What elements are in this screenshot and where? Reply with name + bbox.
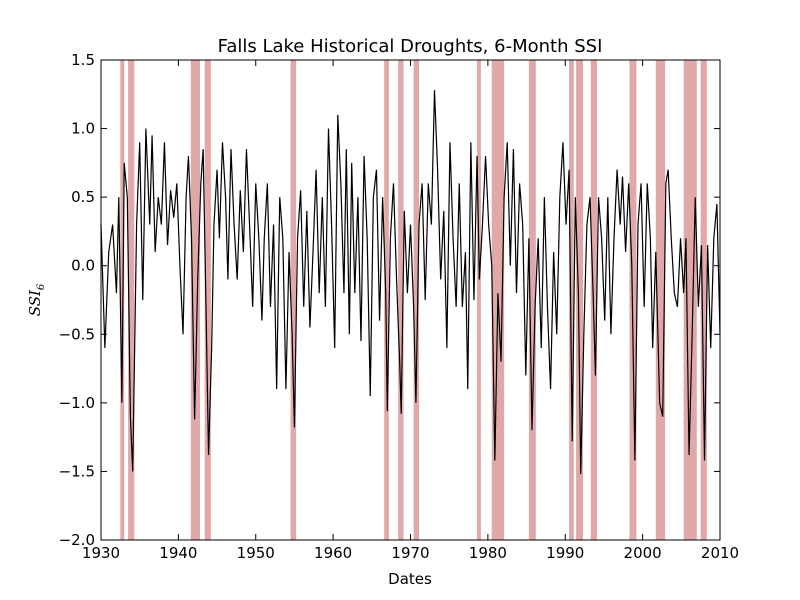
x-tick-label: 1950 (237, 544, 275, 562)
y-axis-label-sub: 6 (36, 283, 47, 290)
drought-span (683, 60, 697, 540)
drought-span (290, 60, 296, 540)
drought-span (398, 60, 404, 540)
y-tick-label: −0.5 (59, 325, 95, 343)
x-tick-label: 1980 (469, 544, 507, 562)
drought-span (120, 60, 125, 540)
drought-span (128, 60, 135, 540)
x-tick-label: 2010 (701, 544, 739, 562)
drought-span (413, 60, 420, 540)
chart-title: Falls Lake Historical Droughts, 6-Month … (218, 36, 603, 57)
x-tick-label: 1970 (391, 544, 429, 562)
x-tick-label: 2000 (624, 544, 662, 562)
drought-span (569, 60, 574, 540)
x-tick-label: 1960 (314, 544, 352, 562)
drought-span (190, 60, 201, 540)
ssi-line (100, 90, 721, 475)
drought-span (384, 60, 389, 540)
drought-span (629, 60, 637, 540)
y-tick-label: −1.0 (59, 394, 95, 412)
y-tick-label: 0.5 (71, 188, 95, 206)
x-tick-label: 1990 (546, 544, 584, 562)
y-tick-label: −1.5 (59, 462, 95, 480)
x-tick-label: 1940 (159, 544, 197, 562)
y-tick-label: 1.0 (71, 120, 95, 138)
y-axis-label: SSI6 (26, 283, 47, 316)
drought-span (655, 60, 666, 540)
x-tick-label: 1930 (82, 544, 120, 562)
drought-span (477, 60, 481, 540)
y-tick-label: 1.5 (71, 51, 95, 69)
drought-span (528, 60, 536, 540)
drought-span (700, 60, 707, 540)
y-axis-label-main: SSI (26, 289, 44, 316)
y-tick-label: 0.0 (71, 257, 95, 275)
y-tick-label: −2.0 (59, 531, 95, 549)
drought-span (204, 60, 211, 540)
drought-span (576, 60, 584, 540)
x-axis-label: Dates (388, 570, 432, 588)
